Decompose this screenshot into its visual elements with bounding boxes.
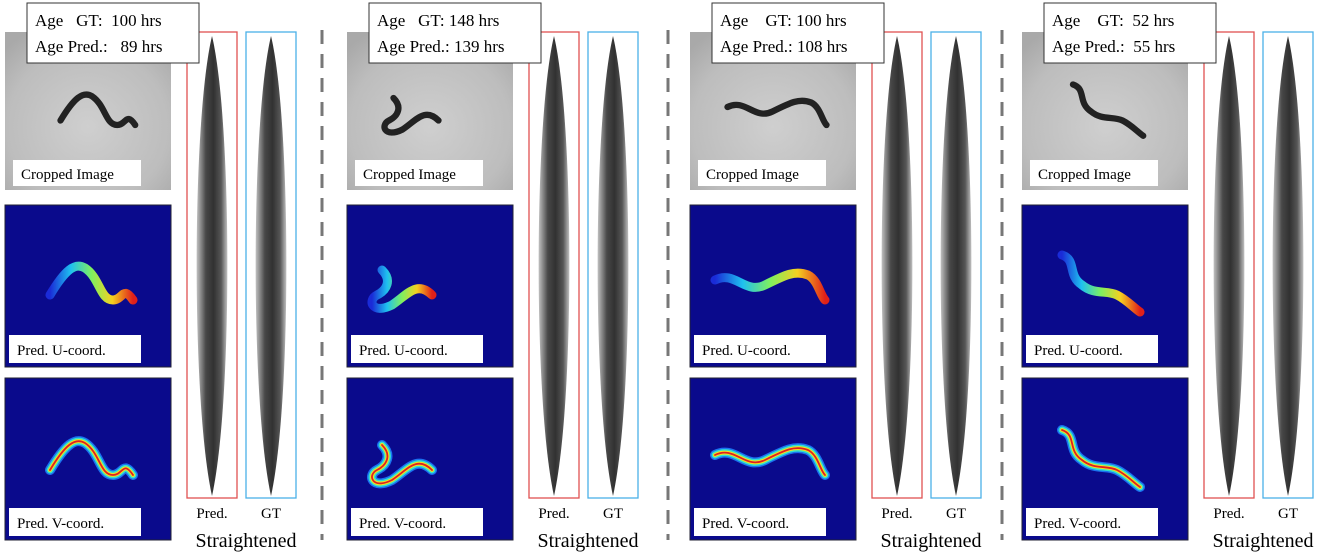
gt-label: GT <box>946 506 966 522</box>
panel: Cropped Image Pred. U-coord. Pred. V-coord… <box>690 3 982 552</box>
v-coord-label: Pred. V-coord. <box>1034 516 1121 532</box>
panel: Cropped Image Pred. U-coord. Pred. V-coord… <box>1022 3 1314 552</box>
u-coord-label: Pred. U-coord. <box>702 343 791 359</box>
v-coord-label: Pred. V-coord. <box>702 516 789 532</box>
gt-label: GT <box>603 506 623 522</box>
straightened-worm <box>256 36 287 496</box>
straightened-worm <box>941 36 972 496</box>
v-coord-label: Pred. V-coord. <box>17 516 104 532</box>
u-coord-label: Pred. U-coord. <box>17 343 106 359</box>
straightened-label: Straightened <box>1212 530 1313 552</box>
straightened-label: Straightened <box>195 530 296 552</box>
straightened-worm <box>882 36 913 496</box>
straightened-worm <box>1214 36 1245 496</box>
cropped-label: Cropped Image <box>363 167 456 183</box>
v-coord-label: Pred. V-coord. <box>359 516 446 532</box>
cropped-label: Cropped Image <box>1038 167 1131 183</box>
age-pred: Age Pred.: 89 hrs <box>35 37 162 56</box>
gt-label: GT <box>1278 506 1298 522</box>
straightened-label: Straightened <box>537 530 638 552</box>
pred-label: Pred. <box>196 506 227 522</box>
panel: Cropped Image Pred. U-coord. Pred. V-coord… <box>5 3 297 552</box>
panel: Cropped Image Pred. U-coord. Pred. V-coord… <box>347 3 639 552</box>
straightened-worm <box>197 36 228 496</box>
straightened-label: Straightened <box>880 530 981 552</box>
pred-label: Pred. <box>881 506 912 522</box>
age-gt: Age GT: 148 hrs <box>377 11 499 30</box>
straightened-worm <box>539 36 570 496</box>
age-pred: Age Pred.: 139 hrs <box>377 37 504 56</box>
age-gt: Age GT: 100 hrs <box>35 11 162 30</box>
u-coord-label: Pred. U-coord. <box>359 343 448 359</box>
straightened-worm <box>598 36 629 496</box>
pred-label: Pred. <box>1213 506 1244 522</box>
pred-label: Pred. <box>538 506 569 522</box>
u-coord-label: Pred. U-coord. <box>1034 343 1123 359</box>
gt-label: GT <box>261 506 281 522</box>
straightened-worm <box>1273 36 1304 496</box>
figure: Cropped Image Pred. U-coord. Pred. V-coord… <box>0 0 1318 556</box>
age-gt: Age GT: 52 hrs <box>1052 11 1174 30</box>
age-pred: Age Pred.: 108 hrs <box>720 37 847 56</box>
cropped-label: Cropped Image <box>706 167 799 183</box>
age-pred: Age Pred.: 55 hrs <box>1052 37 1175 56</box>
age-gt: Age GT: 100 hrs <box>720 11 847 30</box>
cropped-label: Cropped Image <box>21 167 114 183</box>
